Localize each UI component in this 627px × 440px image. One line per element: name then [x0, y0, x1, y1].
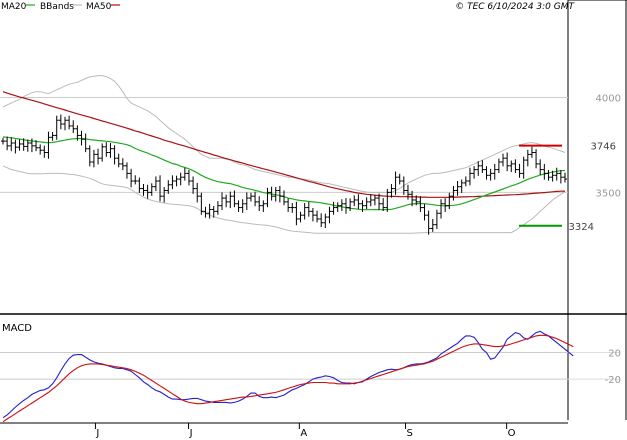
macd-line [2, 330, 574, 419]
x-tick-label: A [300, 428, 307, 439]
price-y-tick-label: 3500 [596, 188, 621, 199]
x-tick-label: J [189, 428, 193, 439]
bbands-legend-label: BBands [40, 2, 74, 12]
ma50-line [2, 91, 566, 198]
macd-panel: MACD 20 -20 [0, 323, 621, 423]
ma20-legend-label: MA20 [1, 2, 27, 12]
price-y-tick-label: 4000 [596, 93, 621, 104]
x-tick-label: S [407, 428, 413, 439]
x-tick-label: J [95, 428, 99, 439]
signal-line [2, 334, 574, 423]
x-tick-label: O [508, 428, 516, 439]
ma50-legend-label: MA50 [86, 2, 112, 12]
support-level-label: 3324 [569, 222, 594, 233]
bbands-lower-line [2, 165, 566, 234]
header-legend: MA20 BBands MA50 [1, 2, 120, 12]
bbands-upper-line [2, 75, 566, 193]
resistance-level-label: 3746 [591, 142, 616, 153]
macd-y-tick-label: -20 [605, 375, 621, 386]
macd-title: MACD [2, 323, 32, 334]
price-panel: 4000 3500 3746 3324 [0, 0, 627, 420]
copyright-label: © TEC 6/10/2024 3:0 GMT [455, 2, 575, 12]
macd-y-tick-label: 20 [608, 349, 621, 360]
